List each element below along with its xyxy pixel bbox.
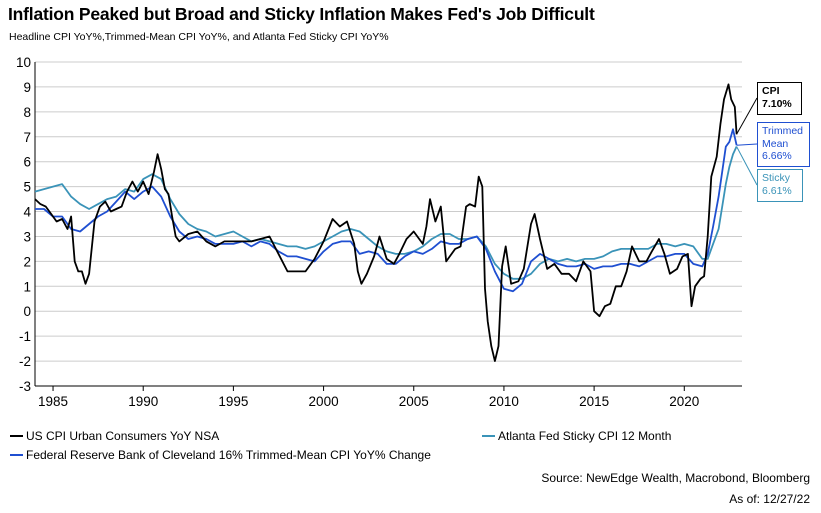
cpi-callout: CPI 7.10%: [757, 82, 802, 115]
y-tick-label: 9: [23, 80, 31, 95]
legend-label-sticky: Atlanta Fed Sticky CPI 12 Month: [498, 429, 672, 443]
x-tick-label: 2010: [489, 394, 519, 409]
y-tick-label: -3: [19, 379, 31, 394]
leader-line-sticky: [736, 146, 758, 186]
series-line-sticky: [34, 146, 738, 280]
callout-leaders: [736, 97, 758, 186]
chart-subtitle: Headline CPI YoY%,Trimmed-Mean CPI YoY%,…: [9, 31, 389, 43]
trimmed-callout: Trimmed Mean 6.66%: [757, 122, 810, 167]
legend-item-trimmed: Federal Reserve Bank of Cleveland 16% Tr…: [10, 448, 431, 462]
legend-label-trimmed: Federal Reserve Bank of Cleveland 16% Tr…: [26, 448, 431, 462]
x-tick-label: 2020: [669, 394, 699, 409]
y-tick-label: -2: [19, 354, 31, 369]
y-tick-label: 10: [16, 55, 31, 70]
leader-line-cpi: [736, 97, 758, 135]
y-tick-label: 0: [23, 304, 31, 319]
x-tick-label: 2000: [309, 394, 339, 409]
series-lines: [34, 83, 738, 363]
legend-item-sticky: Atlanta Fed Sticky CPI 12 Month: [482, 429, 671, 443]
trimmed-callout-name-line1: Trimmed: [762, 125, 804, 137]
x-tick-label: 1990: [128, 394, 158, 409]
legend-item-cpi: US CPI Urban Consumers YoY NSA: [10, 429, 219, 443]
leader-line-trimmed: [736, 143, 758, 146]
y-tick-label: 2: [23, 254, 31, 269]
trimmed-callout-value: 6.66%: [762, 150, 792, 162]
y-tick-label: 3: [23, 229, 31, 244]
y-tick-label: 7: [23, 130, 31, 145]
chart-title: Inflation Peaked but Broad and Sticky In…: [8, 4, 595, 24]
y-tick-label: 1: [23, 279, 31, 294]
x-tick-label: 2015: [579, 394, 609, 409]
sticky-callout: Sticky 6.61%: [757, 169, 803, 202]
sticky-callout-value: 6.61%: [762, 184, 792, 197]
x-tick-label: 1995: [218, 394, 248, 409]
y-tick-label: 6: [23, 155, 31, 170]
x-tick-label: 2005: [399, 394, 429, 409]
x-tick-label: 1985: [38, 394, 68, 409]
y-tick-label: 8: [23, 105, 31, 120]
y-tick-label: -1: [19, 329, 31, 344]
cpi-callout-name: CPI: [762, 85, 780, 97]
y-tick-label: 4: [23, 205, 31, 220]
axes: -3 -2 -1 0 1 2 3 4 5 6 7 8 9 10 1985 1990 1995 2000 2005 20…: [16, 55, 742, 409]
cpi-callout-value: 7.10%: [762, 97, 792, 110]
series-line-trimmed: [35, 128, 738, 293]
y-tick-label: 5: [23, 180, 31, 195]
legend-swatch-cpi: [10, 434, 23, 438]
source-note: Source: NewEdge Wealth, Macrobond, Bloom…: [541, 471, 810, 485]
series-line-cpi: [34, 83, 738, 363]
gridlines: [35, 61, 742, 387]
sticky-callout-name: Sticky: [762, 172, 791, 184]
legend-label-cpi: US CPI Urban Consumers YoY NSA: [26, 429, 220, 443]
as-of-date: As of: 12/27/22: [729, 492, 810, 506]
legend-swatch-sticky: [482, 434, 495, 438]
legend-swatch-trimmed: [10, 453, 23, 457]
trimmed-callout-name-line2: Mean: [762, 137, 789, 150]
